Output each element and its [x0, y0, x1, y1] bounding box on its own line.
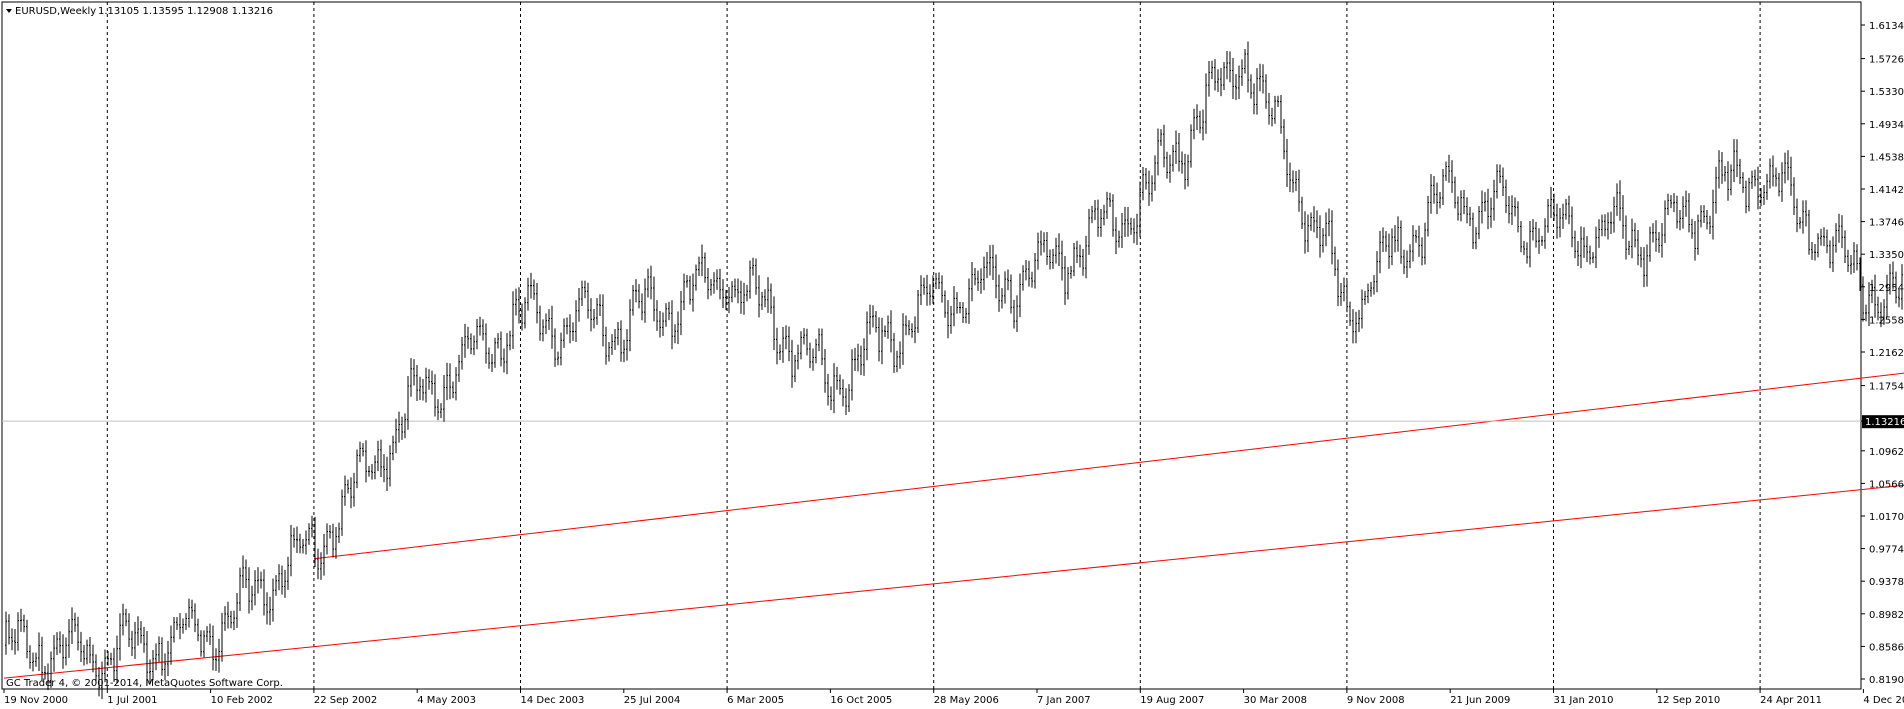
x-tick-label: 22 Sep 2002	[314, 695, 377, 706]
x-tick-label: 21 Jun 2009	[1450, 695, 1510, 706]
chart-symbol: EURUSD,Weekly	[15, 6, 96, 17]
y-tick-label: 1.57260	[1869, 55, 1904, 66]
vertical-gridlines	[106, 2, 1761, 689]
trendline[interactable]	[313, 297, 1904, 560]
trendlines[interactable]	[3, 297, 1904, 679]
y-tick-label: 1.33500	[1869, 250, 1904, 261]
current-price-label: 1.13216	[1865, 417, 1904, 428]
chart-ohlc: 1.13105 1.13595 1.12908 1.13216	[98, 6, 273, 17]
y-tick-label: 1.25580	[1869, 315, 1904, 326]
y-tick-label: 1.53300	[1869, 87, 1904, 98]
x-tick-label: 25 Jul 2004	[624, 695, 681, 706]
x-tick-label: 6 Mar 2005	[727, 695, 784, 706]
y-tick-label: 1.09620	[1869, 447, 1904, 458]
x-tick-label: 16 Oct 2005	[830, 695, 892, 706]
x-tick-label: 30 Mar 2008	[1244, 695, 1307, 706]
x-tick-label: 1 Jul 2001	[107, 695, 157, 706]
copyright-text: GC Trader 4, © 2001-2014, MetaQuotes Sof…	[6, 678, 283, 689]
x-tick-label: 14 Dec 2003	[521, 695, 585, 706]
x-tick-label: 10 Feb 2002	[211, 695, 273, 706]
x-tick-label: 19 Aug 2007	[1140, 695, 1204, 706]
x-tick-label: 12 Sep 2010	[1657, 695, 1720, 706]
x-tick-label: 28 May 2006	[934, 695, 999, 706]
symbol-dropdown-icon[interactable]	[6, 9, 12, 13]
x-tick-label: 31 Jan 2010	[1554, 695, 1614, 706]
trendline[interactable]	[3, 431, 1904, 679]
y-tick-label: 0.81900	[1869, 675, 1904, 686]
y-tick-label: 1.29540	[1869, 283, 1904, 294]
x-tick-label: 4 Dec 2011	[1863, 695, 1904, 706]
y-tick-label: 1.45380	[1869, 152, 1904, 163]
current-price-tag	[1862, 415, 1904, 429]
price-bars	[5, 41, 1903, 700]
x-tick-label: 7 Jan 2007	[1037, 695, 1091, 706]
price-axis[interactable]: 1.61340 1.57260 1.53300 1.49340 1.45380 1.414…	[1861, 21, 1904, 686]
y-tick-label: 1.61340	[1869, 21, 1904, 32]
y-tick-label: 1.41420	[1869, 185, 1904, 196]
y-tick-label: 1.49340	[1869, 120, 1904, 131]
y-tick-label: 1.05660	[1869, 479, 1904, 490]
x-tick-label: 4 May 2003	[417, 695, 476, 706]
x-tick-label: 24 Apr 2011	[1760, 695, 1822, 706]
x-tick-label: 19 Nov 2000	[4, 695, 68, 706]
x-tick-label: 9 Nov 2008	[1347, 695, 1405, 706]
y-tick-label: 1.37460	[1869, 218, 1904, 229]
y-tick-label: 1.17540	[1869, 382, 1904, 393]
y-tick-label: 1.21620	[1869, 348, 1904, 359]
time-axis[interactable]: 19 Nov 2000 1 Jul 2001 10 Feb 2002 22 Sep 2…	[3, 689, 1904, 706]
